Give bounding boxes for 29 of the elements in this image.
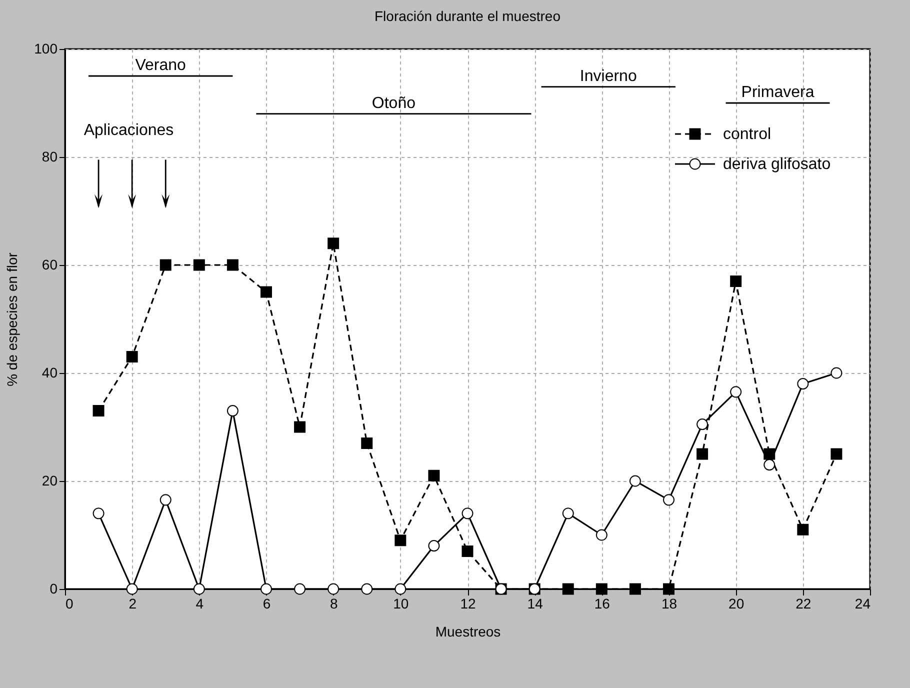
x-tick-label: 2 [128, 596, 137, 612]
x-tick-label: 18 [661, 596, 678, 612]
annotation: Invierno [580, 68, 637, 85]
y-tick-label: 80 [42, 148, 58, 164]
y-tick-label: 20 [42, 472, 58, 488]
x-tick-label: 16 [594, 596, 610, 612]
x-tick-label: 22 [796, 596, 812, 612]
x-tick-label: 20 [728, 596, 744, 612]
y-tick-label: 40 [42, 364, 58, 380]
x-axis-title: Muestreos [435, 624, 501, 640]
y-axis-title: % de especies en flor [4, 252, 20, 386]
x-tick-label: 12 [460, 596, 476, 612]
legend-label: control [723, 126, 772, 143]
x-tick-label: 10 [393, 596, 409, 612]
annotation: Primavera [741, 84, 814, 101]
x-tick-label: 24 [854, 596, 871, 612]
x-tick-label: 14 [527, 596, 544, 612]
chart-title: Floración durante el muestreo [374, 8, 561, 24]
y-tick-label: 0 [50, 580, 58, 596]
x-tick-label: 4 [196, 596, 204, 612]
legend-label: deriva glifosato [723, 156, 831, 173]
annotation: Aplicaciones [84, 122, 174, 139]
y-tick-label: 60 [42, 256, 58, 272]
x-tick-label: 8 [330, 596, 338, 612]
annotation: Otoño [372, 94, 416, 112]
annotation: Verano [135, 57, 186, 74]
y-tick-label: 100 [34, 40, 58, 56]
x-tick-label: 6 [262, 596, 271, 612]
x-tick-label: 0 [66, 596, 74, 612]
